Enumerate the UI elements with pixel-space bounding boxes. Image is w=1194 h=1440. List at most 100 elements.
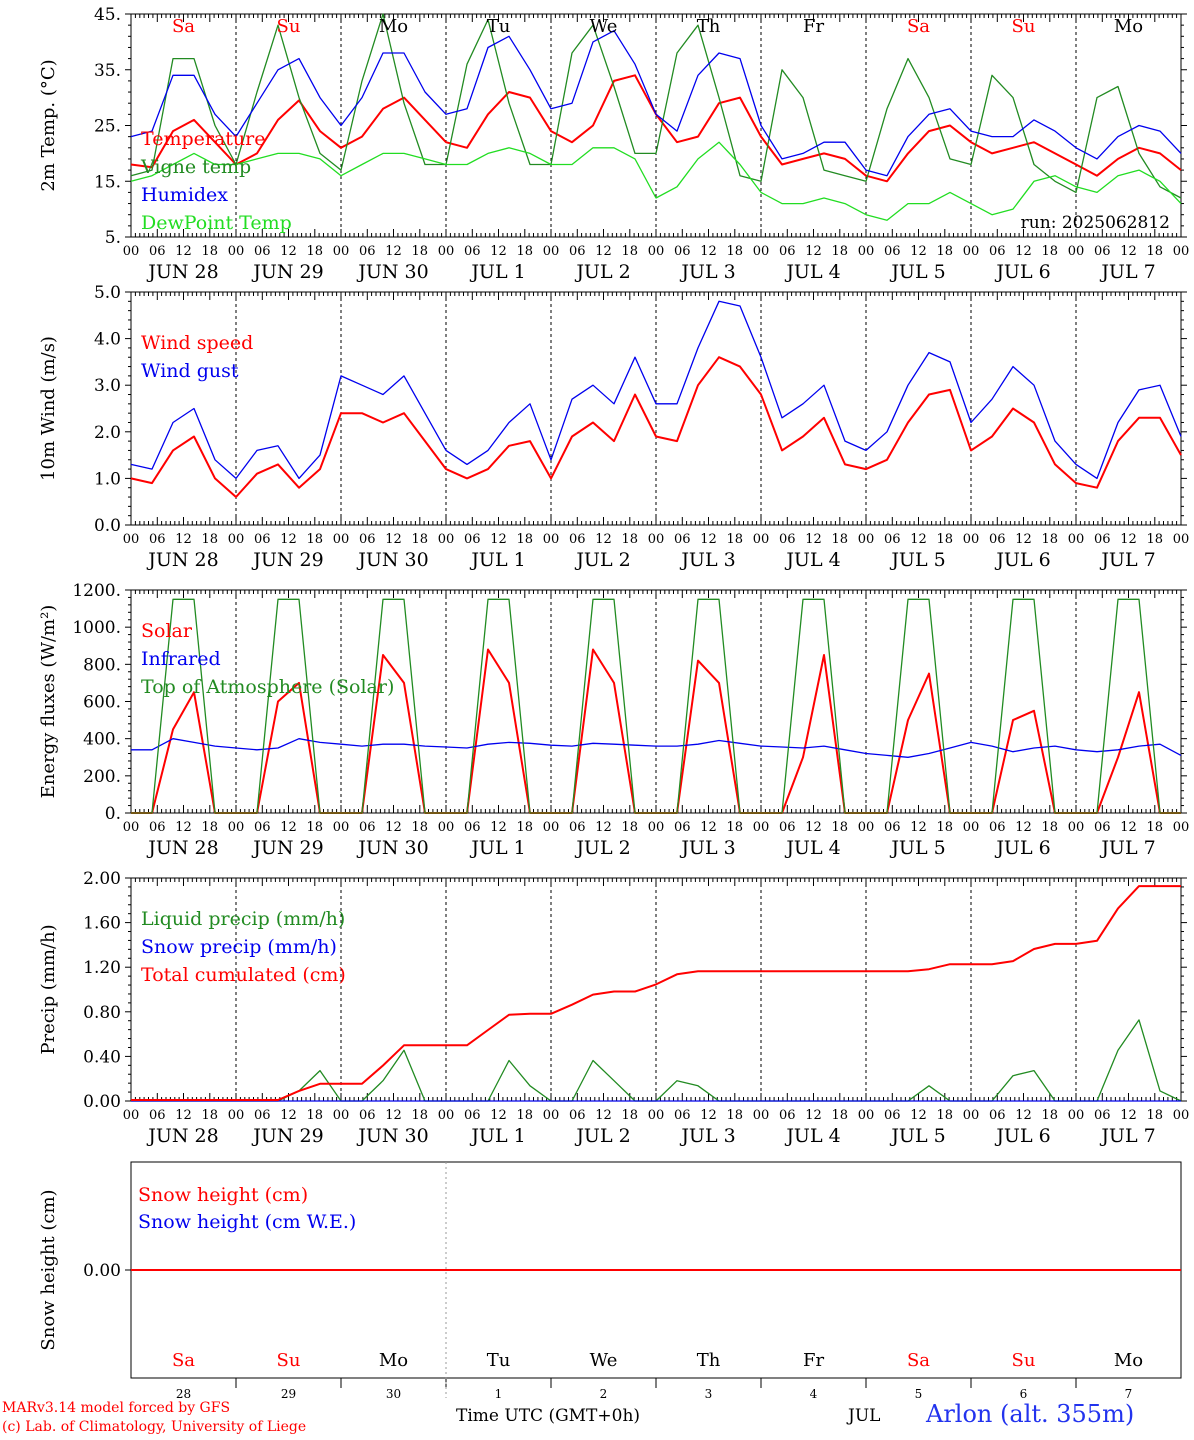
hour-label: 18: [621, 1108, 638, 1123]
weekday-label: Mo: [1114, 16, 1143, 37]
date-label: JUL 3: [679, 1125, 735, 1147]
date-label: JUL 2: [574, 549, 630, 571]
hour-label: 00: [333, 532, 350, 547]
hour-label: 18: [1041, 1108, 1058, 1123]
date-label: JUL 4: [784, 549, 840, 571]
hour-label: 06: [779, 532, 796, 547]
legend-entry: Liquid precip (mm/h): [141, 908, 345, 930]
hour-label: 18: [726, 1108, 743, 1123]
hour-label: 18: [516, 532, 533, 547]
legend-entry: Snow height (cm): [138, 1184, 308, 1206]
hour-label: 06: [674, 532, 691, 547]
hour-label: 00: [1173, 532, 1190, 547]
legend-entry: DewPoint Temp: [141, 212, 292, 234]
hour-label: 00: [333, 1108, 350, 1123]
date-label: JUL 1: [469, 1125, 525, 1147]
hour-label: 06: [884, 244, 901, 259]
hour-label: 12: [595, 820, 612, 835]
hour-label: 00: [648, 244, 665, 259]
hour-label: 00: [963, 1108, 980, 1123]
hour-label: 06: [779, 244, 796, 259]
date-label: JUL 2: [574, 261, 630, 283]
date-label: JUN 29: [251, 1125, 323, 1147]
hour-label: 18: [516, 820, 533, 835]
date-label: JUL 2: [574, 837, 630, 859]
y-tick-label: 200.: [83, 767, 121, 787]
weekday-label: Sa: [907, 16, 930, 37]
series-total-cumulated-cm-: [131, 885, 1181, 1101]
hour-label: 06: [1094, 244, 1111, 259]
footer-lab-credit: (c) Lab. of Climatology, University of L…: [2, 1419, 307, 1435]
date-label: JUL 1: [469, 261, 525, 283]
hour-label: 12: [385, 1108, 402, 1123]
hour-label: 12: [385, 244, 402, 259]
hour-label: 06: [149, 244, 166, 259]
hour-label: 06: [779, 820, 796, 835]
hour-label: 00: [228, 1108, 245, 1123]
day-number: 6: [1020, 1387, 1028, 1401]
hour-label: 06: [464, 532, 481, 547]
hour-label: 18: [726, 820, 743, 835]
date-label: JUN 30: [356, 261, 428, 283]
y-tick-label: 1.20: [83, 958, 121, 978]
hour-label: 00: [963, 532, 980, 547]
y-tick-label: 15.: [94, 172, 121, 192]
y-tick-label: 400.: [83, 730, 121, 750]
series-wind-speed: [130, 356, 1182, 498]
y-tick-label: 600.: [83, 693, 121, 713]
hour-label: 18: [831, 532, 848, 547]
panel-5: 0.00 Sa Su Mo Tu We Th Fr Sa Su Mo 28 29 30 1 2 3 4 5 6 7 Sno…: [38, 1161, 1182, 1401]
hour-label: 06: [149, 532, 166, 547]
hour-label: 18: [411, 820, 428, 835]
y-tick-label: 1000.: [72, 618, 121, 638]
date-label: JUL 2: [574, 1125, 630, 1147]
plot-frame: [130, 589, 1182, 814]
hour-label: 00: [543, 244, 560, 259]
date-label: JUL 5: [889, 549, 945, 571]
hour-label: 00: [858, 244, 875, 259]
y-tick-label: 45.: [94, 5, 121, 25]
hour-label: 12: [385, 532, 402, 547]
series-humidex: [130, 30, 1182, 177]
weekday-label: Su: [1012, 1350, 1036, 1371]
weekday-label: Sa: [172, 16, 195, 37]
hour-label: 06: [989, 1108, 1006, 1123]
y-tick-label: 1.60: [83, 914, 121, 934]
day-number: 29: [281, 1387, 296, 1401]
hour-label: 12: [175, 532, 192, 547]
hour-label: 06: [569, 532, 586, 547]
legend-entry: Snow height (cm W.E.): [138, 1211, 356, 1233]
hour-label: 00: [648, 1108, 665, 1123]
hour-label: 12: [490, 532, 507, 547]
y-tick-label: 0.: [105, 804, 121, 824]
hour-label: 12: [700, 1108, 717, 1123]
hour-label: 18: [1146, 820, 1163, 835]
hour-label: 00: [123, 532, 140, 547]
y-tick-label: 5.0: [94, 283, 121, 303]
hour-label: 00: [123, 1108, 140, 1123]
date-label: JUL 4: [784, 261, 840, 283]
hour-label: 12: [910, 532, 927, 547]
weekday-label: Fr: [803, 1350, 824, 1371]
y-tick-label: 4.0: [94, 330, 121, 350]
legend-entry: Top of Atmosphere (Solar): [141, 676, 394, 698]
hour-label: 18: [936, 244, 953, 259]
date-label: JUN 30: [356, 1125, 428, 1147]
hour-label: 12: [700, 820, 717, 835]
hour-label: 18: [621, 820, 638, 835]
hour-label: 00: [648, 532, 665, 547]
hour-label: 12: [595, 244, 612, 259]
hour-label: 00: [858, 820, 875, 835]
hour-label: 12: [805, 1108, 822, 1123]
date-label: JUL 5: [889, 261, 945, 283]
date-label: JUL 4: [784, 837, 840, 859]
hour-label: 00: [1068, 1108, 1085, 1123]
hour-label: 18: [306, 820, 323, 835]
date-label: JUL 4: [784, 1125, 840, 1147]
hour-label: 18: [621, 532, 638, 547]
date-label: JUL 5: [889, 837, 945, 859]
hour-label: 12: [1120, 244, 1137, 259]
hour-label: 06: [674, 820, 691, 835]
hour-label: 12: [1015, 532, 1032, 547]
